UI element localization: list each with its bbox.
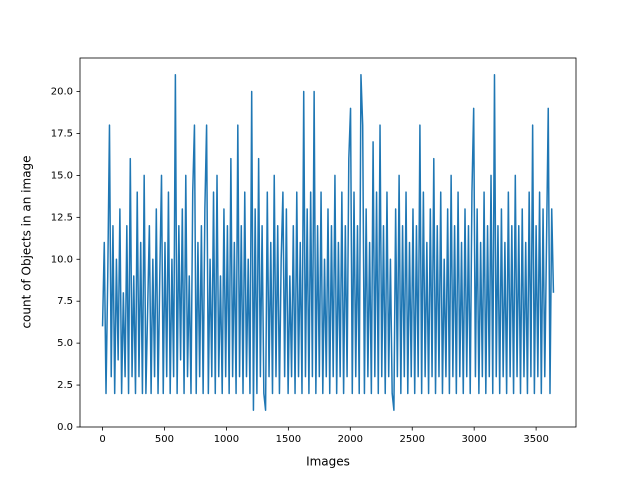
x-tick-label: 2000: [338, 434, 363, 445]
x-axis-label: Images: [306, 455, 350, 469]
y-tick-label: 15.0: [51, 170, 73, 181]
y-tick-label: 7.5: [57, 296, 73, 307]
y-axis-label: count of Objects in an image: [20, 155, 34, 328]
y-tick-label: 0.0: [57, 422, 73, 433]
x-tick-label: 2500: [400, 434, 425, 445]
x-tick-label: 1000: [214, 434, 239, 445]
y-tick-label: 12.5: [51, 212, 73, 223]
x-tick-label: 1500: [276, 434, 301, 445]
data-line: [101, 74, 555, 411]
x-tick-label: 3500: [523, 434, 548, 445]
y-tick-label: 20.0: [51, 87, 73, 98]
y-tick-label: 5.0: [57, 338, 73, 349]
x-tick-label: 0: [99, 434, 105, 445]
axes-frame: [79, 57, 577, 428]
y-tick-label: 17.5: [51, 128, 73, 139]
x-tick-label: 500: [155, 434, 174, 445]
x-tick-label: 3000: [461, 434, 486, 445]
y-tick-label: 10.0: [51, 254, 73, 265]
y-tick-label: 2.5: [57, 380, 73, 391]
